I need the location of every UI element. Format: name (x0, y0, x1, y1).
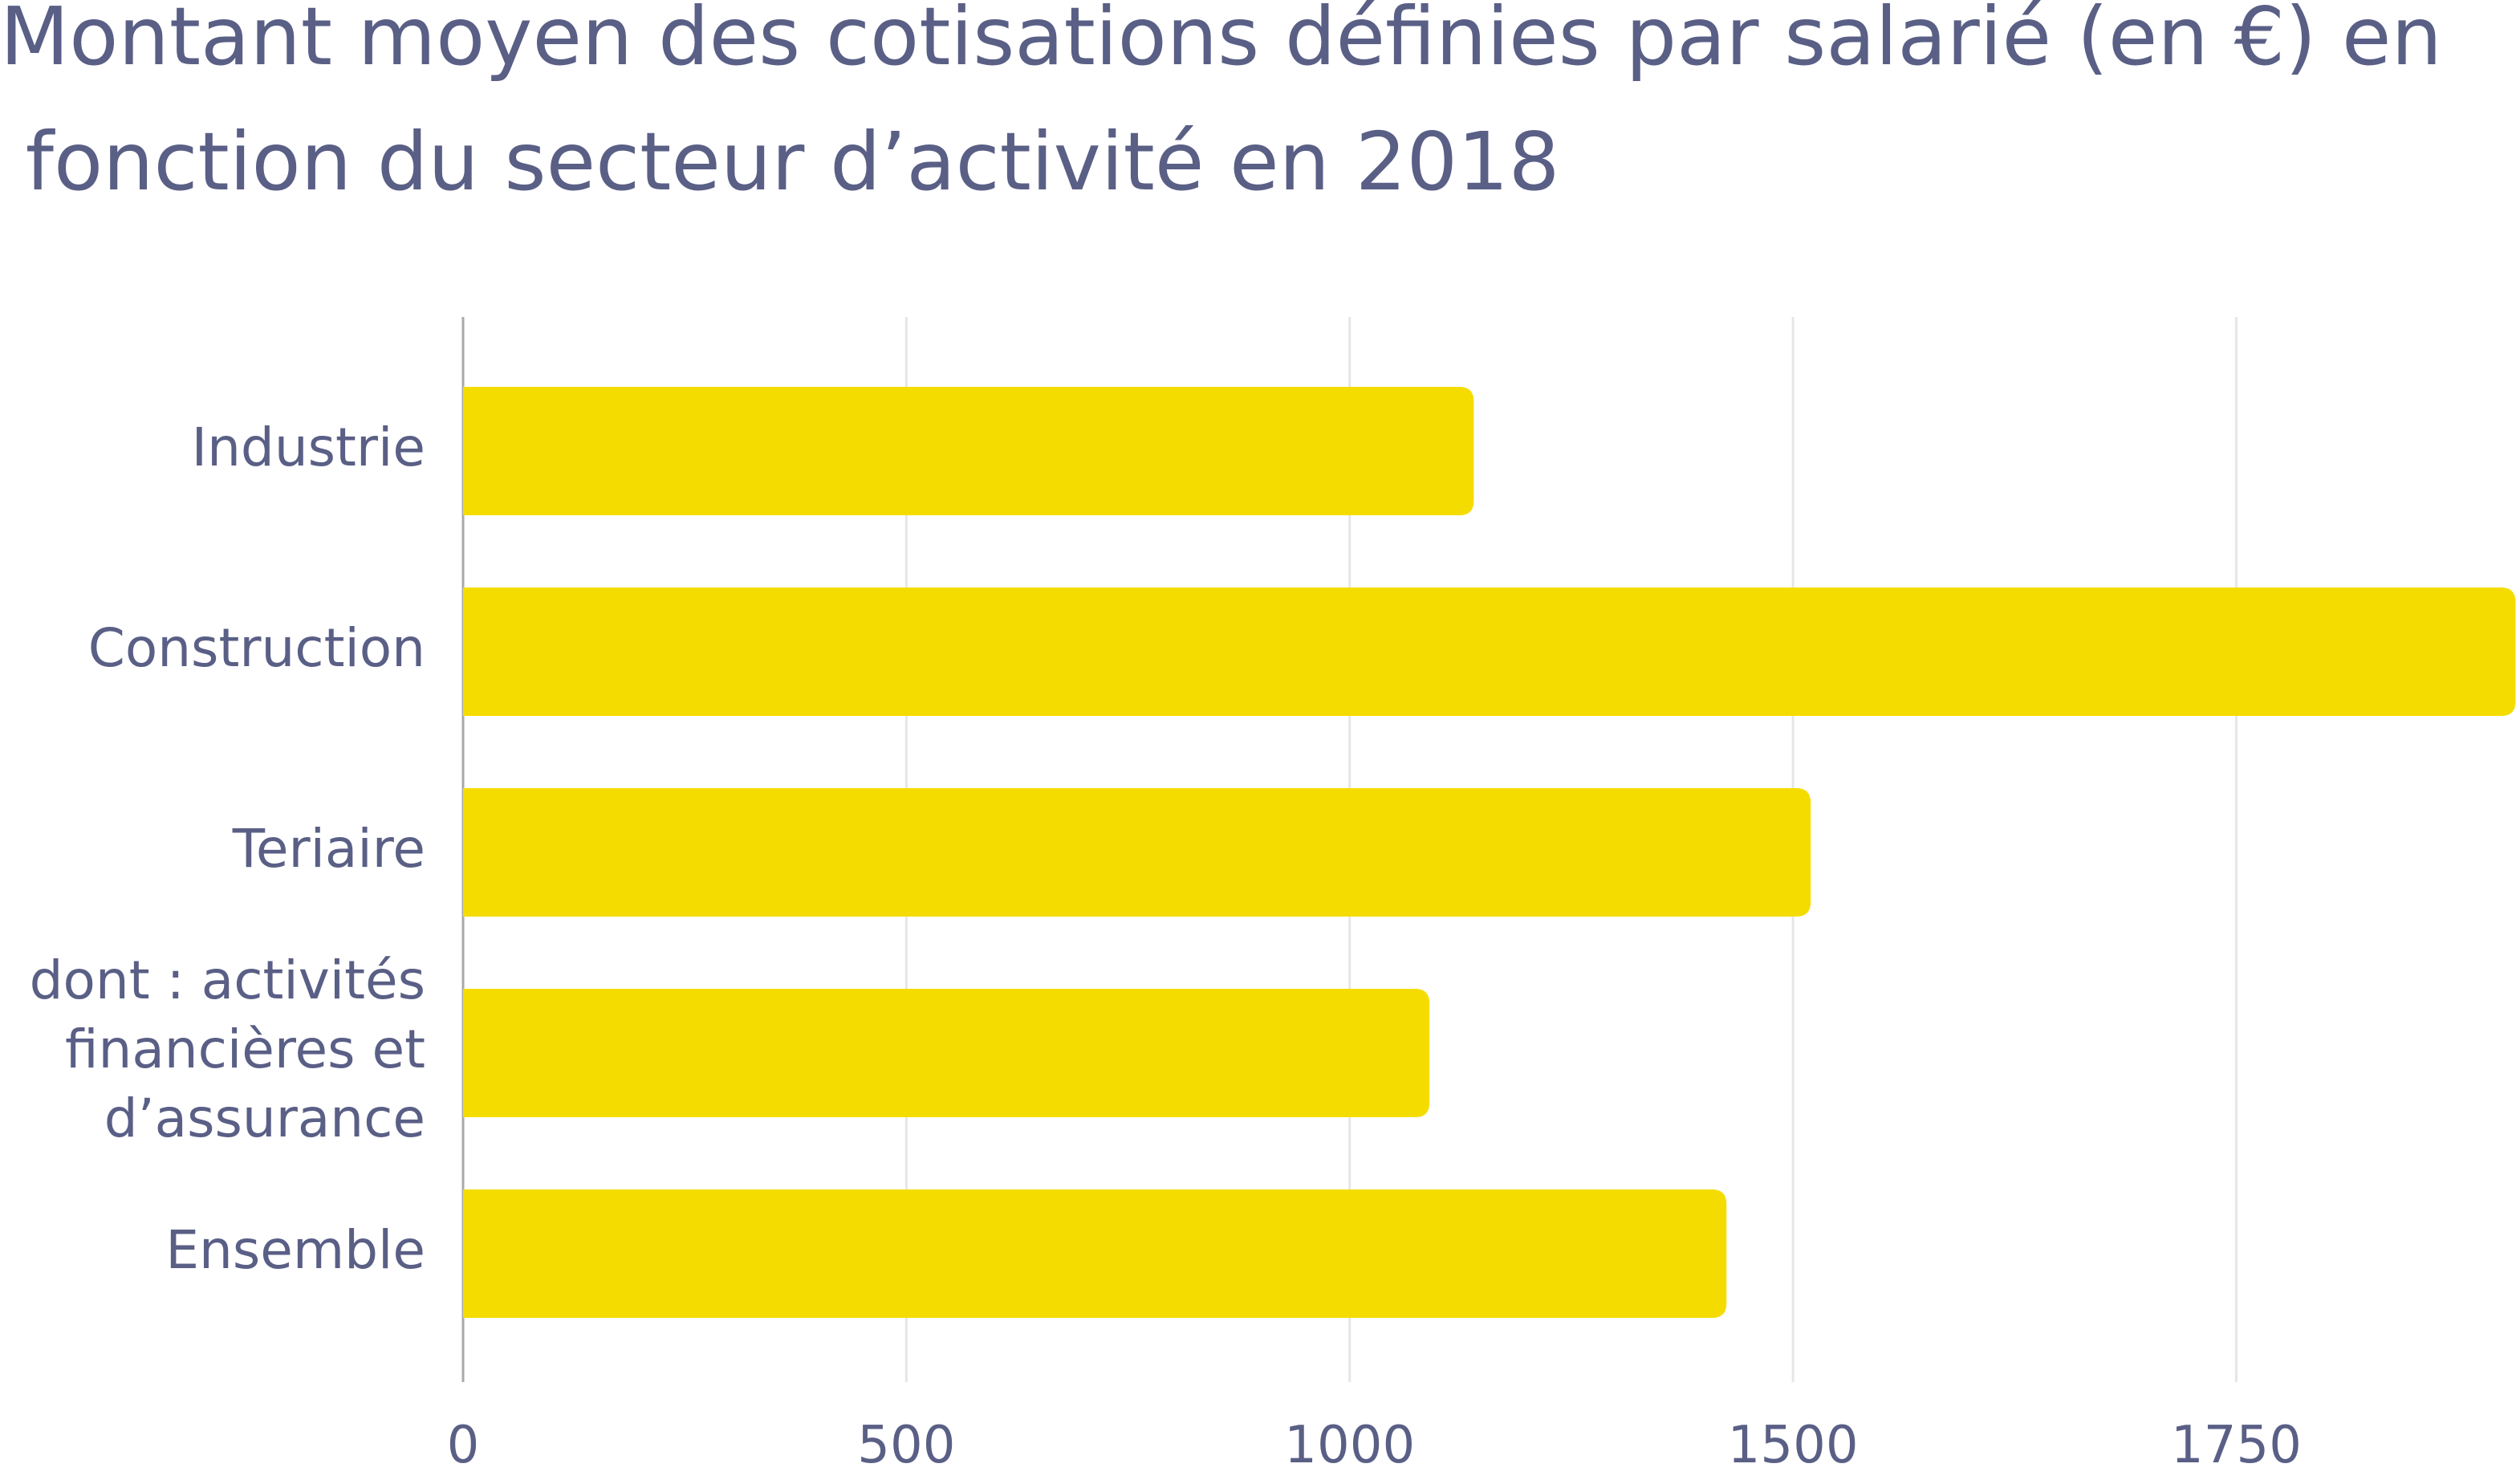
y-tick-label: Industrie (192, 417, 425, 478)
bar (463, 387, 1474, 515)
y-tick-label: Ensemble (165, 1219, 425, 1281)
bar (463, 588, 2516, 716)
bar (463, 1189, 1727, 1318)
bar (463, 788, 1811, 917)
y-tick-label: Construction (88, 617, 425, 679)
x-tick-label: 500 (857, 1416, 955, 1475)
x-tick-label: 1750 (2171, 1416, 2302, 1475)
y-tick-label: Teriaire (232, 818, 425, 880)
x-tick-label: 0 (447, 1416, 480, 1475)
x-tick-label: 1000 (1284, 1416, 1415, 1475)
bar (463, 989, 1430, 1117)
x-tick-label: 1500 (1728, 1416, 1859, 1475)
y-tick-label: dont : activités financières et d’assura… (30, 949, 425, 1149)
chart-title: Montant moyen des cotisations définies p… (0, 0, 2442, 209)
